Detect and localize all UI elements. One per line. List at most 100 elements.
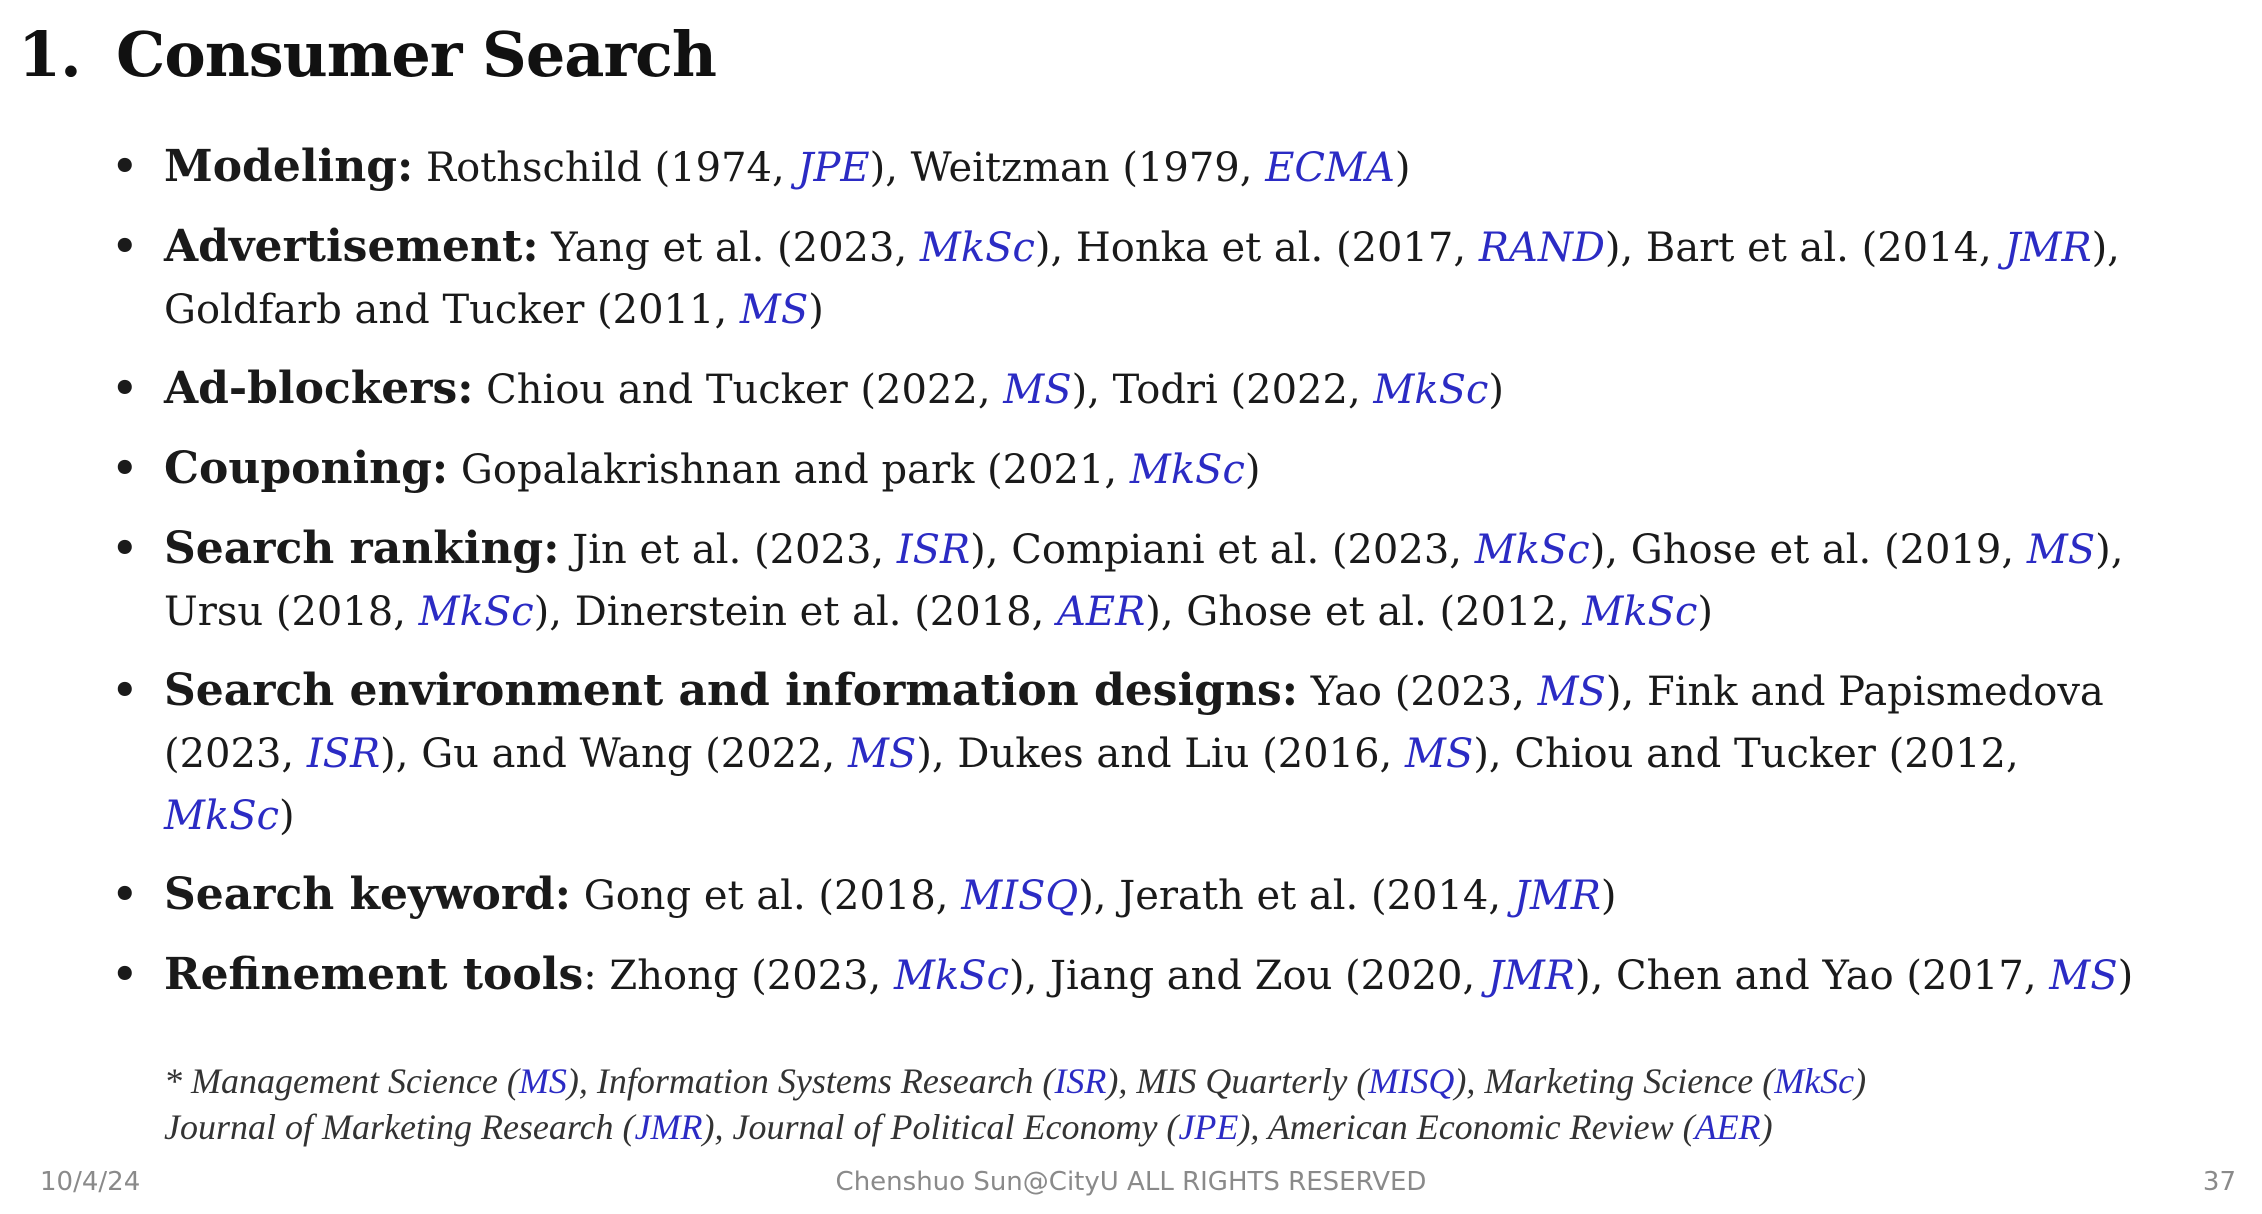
bullet-dot-icon: • (112, 143, 138, 190)
bullet-heading: Search keyword: (164, 869, 572, 920)
journal-abbreviation: MkSc (893, 953, 1009, 999)
citation-text: ), Fink and Papismedova (2023, (164, 669, 2104, 777)
citation-text: ), Gu and Wang (2022, (380, 731, 848, 777)
bullet-item: • Couponing: Gopalakrishnan and park (202… (112, 438, 2162, 501)
citation-text: Yao (2023, (1298, 669, 1538, 715)
citation-text: ), Compiani et al. (2023, (970, 527, 1475, 573)
journal-abbreviation: JPE (797, 145, 870, 191)
citation-text: Rothschild (1974, (413, 145, 798, 191)
citation-text: ) (1697, 589, 1713, 635)
citation-text: ), Information Systems Research ( (566, 1061, 1055, 1101)
bullet-dot-icon: • (112, 525, 138, 572)
journal-abbreviation: MkSc (418, 589, 534, 635)
journal-abbreviation: JMR (1487, 953, 1575, 999)
bullet-heading: Search environment and information desig… (164, 665, 1299, 716)
citation-text: ), Dinerstein et al. (2018, (533, 589, 1058, 635)
journal-abbreviation: MS (1404, 731, 1474, 777)
journal-abbreviation: MkSc (1373, 367, 1489, 413)
bullet-dot-icon: • (112, 223, 138, 270)
bullet-dot-icon: • (112, 951, 138, 998)
journal-abbreviation: JMR (634, 1107, 703, 1147)
journal-abbreviation: AER (1694, 1107, 1761, 1147)
bullet-item: • Search ranking: Jin et al. (2023, ISR),… (112, 518, 2162, 643)
citation-text: ), Journal of Political Economy ( (702, 1107, 1179, 1147)
citation-text: ) (1488, 367, 1504, 413)
bullet-item: • Search keyword: Gong et al. (2018, MISQ… (112, 864, 2162, 927)
bullet-dot-icon: • (112, 365, 138, 412)
journal-abbreviation: MkSc (1774, 1061, 1855, 1101)
citation-text: ) (808, 287, 824, 333)
bullet-item: • Advertisement: Yang et al. (2023, MkSc)… (112, 216, 2162, 341)
journal-abbreviation: MkSc (919, 225, 1035, 271)
journal-abbreviation: ISR (306, 731, 381, 777)
citation-text: ), Honka et al. (2017, (1034, 225, 1479, 271)
citation-text: ) (1394, 145, 1411, 191)
bullet-item: • Refinement tools: Zhong (2023, MkSc), J… (112, 944, 2162, 1007)
journal-abbreviation: MS (2026, 527, 2096, 573)
citation-text: ), American Economic Review ( (1238, 1107, 1695, 1147)
citation-text: ), Ghose et al. (2019, (1589, 527, 2027, 573)
journal-abbreviation: ECMA (1265, 145, 1395, 191)
bullet-dot-icon: • (112, 871, 138, 918)
citation-text: ) (2117, 953, 2134, 999)
journal-abbreviation: MkSc (164, 793, 279, 839)
citation-text: Chiou and Tucker (2022, (473, 367, 1004, 413)
bullet-item: • Modeling: Rothschild (1974, JPE), Weitz… (112, 136, 2162, 199)
journal-abbreviation: MS (518, 1061, 567, 1101)
citation-text: ), MIS Quarterly ( (1106, 1061, 1369, 1101)
citation-text: ), Chen and Yao (2017, (1575, 953, 2050, 999)
citation-text: ), Chiou and Tucker (2012, (1473, 731, 2019, 777)
citation-text: ), Bart et al. (2014, (1604, 225, 2005, 271)
citation-text: : Zhong (2023, (583, 953, 894, 999)
journal-abbreviation: MkSc (1582, 589, 1698, 635)
journal-abbreviation: MS (2049, 953, 2118, 999)
slide-title: 1. Consumer Search (18, 18, 717, 91)
citation-text: ) (279, 793, 295, 839)
journal-abbreviation-footnote: * Management Science (MS), Information S… (164, 1058, 2214, 1150)
bullet-heading: Refinement tools (164, 949, 584, 1000)
citation-text: ), Jiang and Zou (2020, (1008, 953, 1488, 999)
citation-text: ) (1244, 447, 1261, 493)
bullet-heading: Modeling: (164, 141, 414, 192)
journal-abbreviation: JMR (2004, 225, 2092, 271)
bullet-heading: Advertisement: (164, 221, 539, 272)
journal-abbreviation: MISQ (1368, 1061, 1455, 1101)
citation-text: Jin et al. (2023, (559, 527, 897, 573)
citation-text: ), Jerath et al. (2014, (1078, 873, 1514, 919)
citation-text: ), Goldfarb and Tucker (2011, (164, 225, 2120, 333)
journal-abbreviation: MkSc (1129, 447, 1245, 493)
bullet-item: • Search environment and information desi… (112, 660, 2162, 847)
bullet-heading: Couponing: (164, 443, 449, 494)
bullet-heading: Search ranking: (164, 523, 560, 574)
citation-text: Yang et al. (2023, (538, 225, 920, 271)
bullet-heading: Ad-blockers: (164, 363, 474, 414)
journal-abbreviation: MISQ (961, 873, 1079, 919)
citation-text: Gopalakrishnan and park (2021, (448, 447, 1130, 493)
citation-text: ), Todri (2022, (1071, 367, 1374, 413)
citation-text: * Management Science ( (164, 1061, 519, 1101)
bullet-dot-icon: • (112, 667, 138, 714)
journal-abbreviation: ISR (1054, 1061, 1107, 1101)
citation-text: ) (1760, 1107, 1773, 1147)
citation-text: ), Ursu (2018, (164, 527, 2124, 635)
citation-text: Gong et al. (2018, (571, 873, 962, 919)
footnote-line: Journal of Marketing Research (JMR), Jou… (164, 1104, 2214, 1150)
section-title-text: Consumer Search (116, 18, 717, 91)
journal-abbreviation: ISR (896, 527, 971, 573)
reference-list: • Modeling: Rothschild (1974, JPE), Weitz… (112, 136, 2162, 1024)
bullet-item: • Ad-blockers: Chiou and Tucker (2022, MS… (112, 358, 2162, 421)
citation-text: Journal of Marketing Research ( (164, 1107, 635, 1147)
journal-abbreviation: AER (1057, 589, 1146, 635)
footer-date: 10/4/24 (40, 1167, 141, 1197)
page-number: 37 (2202, 1167, 2236, 1197)
citation-text: ), Marketing Science ( (1454, 1061, 1775, 1101)
footnote-line: * Management Science (MS), Information S… (164, 1058, 2214, 1104)
journal-abbreviation: RAND (1478, 225, 1605, 271)
footer-copyright: Chenshuo Sun@CityU ALL RIGHTS RESERVED (835, 1167, 1427, 1197)
journal-abbreviation: MS (847, 731, 917, 777)
journal-abbreviation: JMR (1513, 873, 1601, 919)
bullet-dot-icon: • (112, 445, 138, 492)
citation-text: ), Weitzman (1979, (869, 145, 1266, 191)
section-number: 1. (18, 18, 82, 91)
